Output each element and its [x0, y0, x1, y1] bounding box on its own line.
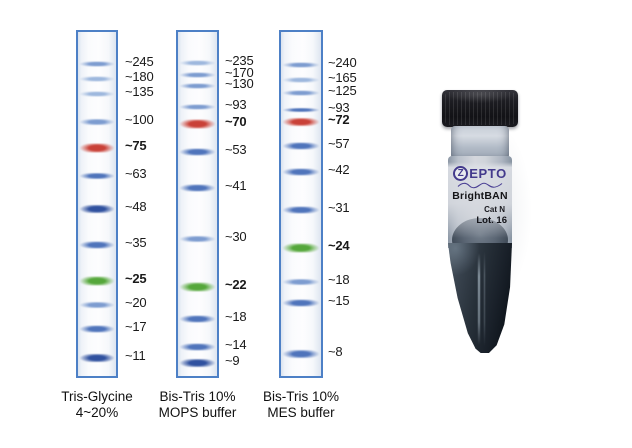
gel-band-bis-tris-mes-165: [283, 77, 319, 83]
mw-label-bis-tris-mops-18: ~18: [225, 309, 247, 324]
lane-caption-line: 4~20%: [75, 405, 119, 420]
mw-label-bis-tris-mops-235: ~235: [225, 53, 254, 68]
mw-label-tris-glycine-100: ~100: [125, 112, 154, 127]
gel-band-tris-glycine-20: [80, 302, 114, 308]
mw-label-tris-glycine-35: ~35: [125, 235, 147, 250]
gel-band-bis-tris-mes-18: [283, 279, 319, 285]
mw-label-bis-tris-mops-41: ~41: [225, 178, 247, 193]
gel-band-bis-tris-mes-93: [283, 108, 319, 112]
mw-label-tris-glycine-135: ~135: [125, 84, 154, 99]
mw-label-bis-tris-mops-30: ~30: [225, 229, 247, 244]
gel-band-bis-tris-mops-22: [180, 282, 215, 292]
gel-band-bis-tris-mops-130: [180, 83, 215, 89]
gel-band-bis-tris-mops-9: [180, 359, 215, 367]
gel-band-bis-tris-mes-42: [283, 168, 319, 176]
mw-label-tris-glycine-245: ~245: [125, 54, 154, 69]
gel-band-tris-glycine-180: [80, 76, 114, 82]
gel-band-tris-glycine-25: [80, 276, 114, 286]
mw-label-tris-glycine-17: ~17: [125, 319, 147, 334]
mw-label-bis-tris-mes-8: ~8: [328, 344, 343, 359]
mw-label-bis-tris-mes-15: ~15: [328, 293, 350, 308]
gel-lane-bis-tris-mops: [176, 30, 219, 378]
gel-band-tris-glycine-35: [80, 241, 114, 249]
gel-lane-tris-glycine: [76, 30, 118, 378]
mw-label-bis-tris-mes-125: ~125: [328, 83, 357, 98]
lane-caption-line: MOPS buffer: [158, 405, 237, 420]
gel-band-bis-tris-mops-93: [180, 104, 215, 110]
catalog-number: Cat N: [484, 205, 505, 214]
mw-label-bis-tris-mes-93: ~93: [328, 100, 350, 115]
gel-band-tris-glycine-63: [80, 173, 114, 179]
gel-band-tris-glycine-11: [80, 354, 114, 362]
gel-band-tris-glycine-17: [80, 325, 114, 333]
tube-cap: [442, 90, 518, 127]
tube-cap-ridges: [445, 92, 515, 125]
lane-caption-bis-tris-mops: Bis-Tris 10% MOPS buffer: [128, 389, 268, 421]
zepto-logo-text: EPTO: [469, 166, 507, 181]
mw-label-bis-tris-mops-22: ~22: [225, 277, 247, 292]
lane-caption-line: MES buffer: [267, 405, 335, 420]
mw-label-tris-glycine-48: ~48: [125, 199, 147, 214]
gel-band-bis-tris-mes-15: [283, 299, 319, 307]
mw-label-tris-glycine-20: ~20: [125, 295, 147, 310]
mw-label-bis-tris-mes-240: ~240: [328, 55, 357, 70]
mw-label-bis-tris-mops-170: ~170: [225, 65, 254, 80]
product-name: BrightBAN: [452, 190, 508, 202]
mw-label-bis-tris-mes-24: ~24: [328, 238, 350, 253]
lane-caption-line: Bis-Tris 10%: [262, 389, 339, 404]
mw-label-bis-tris-mops-53: ~53: [225, 142, 247, 157]
gel-band-bis-tris-mes-24: [283, 243, 319, 253]
gel-band-tris-glycine-75: [80, 143, 114, 153]
gel-band-bis-tris-mops-170: [180, 72, 215, 78]
mw-label-bis-tris-mes-72: ~72: [328, 112, 350, 127]
gel-band-bis-tris-mes-57: [283, 142, 319, 150]
tube-label: Z EPTO BrightBAN Cat N Lot. 16: [448, 162, 512, 238]
lot-number: Lot. 16: [476, 215, 507, 226]
gel-band-bis-tris-mops-53: [180, 148, 215, 156]
lane-caption-line: Tris-Glycine: [61, 389, 133, 404]
gel-band-bis-tris-mes-31: [283, 206, 319, 214]
mw-label-bis-tris-mes-18: ~18: [328, 272, 350, 287]
zepto-tagline-script: [457, 182, 503, 189]
gel-band-bis-tris-mes-240: [283, 62, 319, 68]
mw-label-bis-tris-mops-14: ~14: [225, 337, 247, 352]
gel-band-tris-glycine-100: [80, 119, 114, 125]
gel-band-bis-tris-mops-18: [180, 315, 215, 323]
gel-band-tris-glycine-245: [80, 61, 114, 67]
gel-band-bis-tris-mops-14: [180, 343, 215, 351]
cone-highlight-streak: [478, 253, 480, 345]
mw-label-bis-tris-mops-70: ~70: [225, 114, 247, 129]
mw-label-bis-tris-mops-130: ~130: [225, 76, 254, 91]
gel-band-bis-tris-mes-72: [283, 118, 319, 126]
mw-label-bis-tris-mops-93: ~93: [225, 97, 247, 112]
cone-highlight-streak: [484, 251, 485, 347]
gel-band-bis-tris-mops-235: [180, 60, 215, 66]
gel-band-bis-tris-mes-125: [283, 90, 319, 96]
gel-band-bis-tris-mops-41: [180, 184, 215, 192]
zepto-logo-z-icon: Z: [453, 166, 469, 181]
mw-label-bis-tris-mes-165: ~165: [328, 70, 357, 85]
mw-label-bis-tris-mes-31: ~31: [328, 200, 350, 215]
lane-caption-line: Bis-Tris 10%: [159, 389, 236, 404]
lane-caption-tris-glycine: Tris-Glycine 4~20%: [27, 389, 167, 421]
gel-lane-bis-tris-mes: [279, 30, 323, 378]
mw-label-tris-glycine-75: ~75: [125, 138, 147, 153]
mw-label-bis-tris-mes-57: ~57: [328, 136, 350, 151]
gel-band-bis-tris-mops-70: [180, 119, 215, 129]
mw-label-tris-glycine-180: ~180: [125, 69, 154, 84]
mw-label-tris-glycine-63: ~63: [125, 166, 147, 181]
gel-band-bis-tris-mops-30: [180, 236, 215, 242]
gel-band-tris-glycine-135: [80, 91, 114, 97]
mw-label-bis-tris-mes-42: ~42: [328, 162, 350, 177]
tube-collar: [451, 126, 509, 159]
lane-caption-bis-tris-mes: Bis-Tris 10% MES buffer: [231, 389, 371, 421]
product-tube: Z EPTO BrightBAN Cat N Lot. 16: [430, 85, 542, 360]
mw-label-tris-glycine-25: ~25: [125, 271, 147, 286]
gel-band-tris-glycine-48: [80, 205, 114, 213]
zepto-logo: Z EPTO: [448, 166, 512, 181]
gel-band-bis-tris-mes-8: [283, 350, 319, 358]
mw-label-tris-glycine-11: ~11: [125, 348, 146, 363]
mw-label-bis-tris-mops-9: ~9: [225, 353, 240, 368]
